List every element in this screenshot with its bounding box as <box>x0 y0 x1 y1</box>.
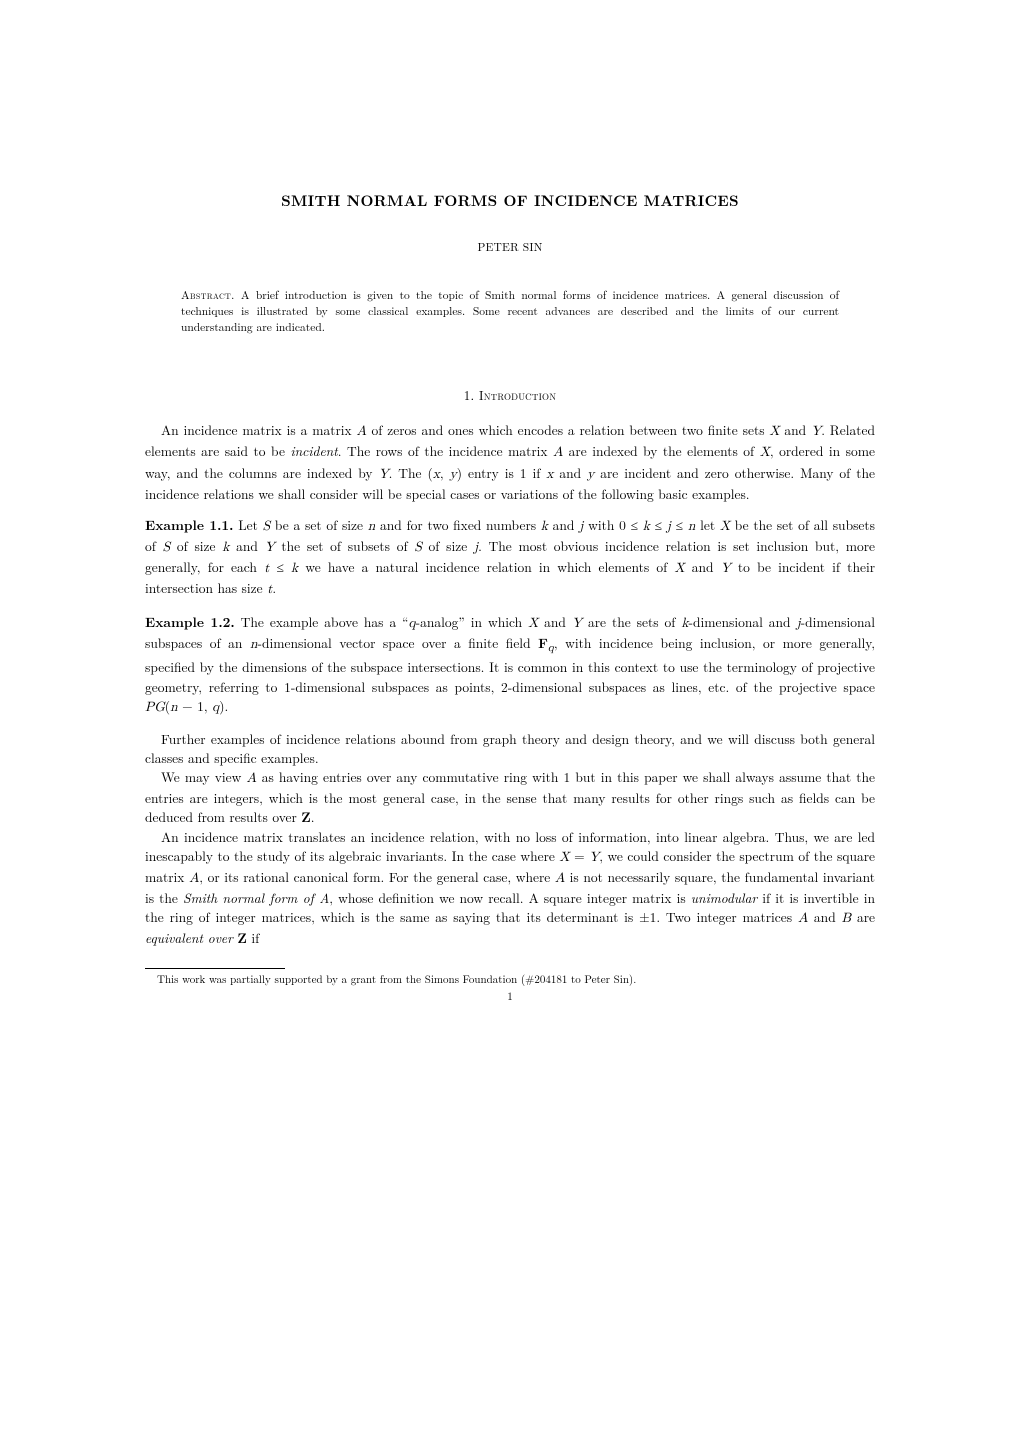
paper-title: SMITH NORMAL FORMS OF INCIDENCE MATRICES <box>145 190 875 211</box>
example-1-2: Example 1.2. The example above has a “q-… <box>145 612 875 717</box>
abstract-block: Abstract. A brief introduction is given … <box>181 287 839 335</box>
example-1-1-label: Example 1.1. <box>145 515 233 534</box>
example-1-2-label: Example 1.2. <box>145 612 235 631</box>
paragraph-view-A: We may view A as having entries over any… <box>145 767 875 826</box>
abstract-label: Abstract. <box>181 287 235 303</box>
section-name: Introduction <box>479 385 556 404</box>
footnote-text: This work was partially supported by a g… <box>145 973 875 987</box>
abstract-text: A brief introduction is given to the top… <box>181 287 839 335</box>
section-number: 1. <box>464 385 475 404</box>
example-1-1: Example 1.1. Let S be a set of size n an… <box>145 515 875 600</box>
paragraph-intro: An incidence matrix is a matrix A of zer… <box>145 420 875 503</box>
page-number: 1 <box>145 989 875 1004</box>
paper-page: SMITH NORMAL FORMS OF INCIDENCE MATRICES… <box>0 0 1020 1442</box>
paragraph-further-examples: Further examples of incidence relations … <box>145 729 875 767</box>
paragraph-incidence-matrix-translates: An incidence matrix translates an incide… <box>145 827 875 948</box>
author-name: PETER SIN <box>145 239 875 255</box>
footnote-rule <box>145 968 285 969</box>
section-heading-introduction: 1. Introduction <box>145 385 875 404</box>
